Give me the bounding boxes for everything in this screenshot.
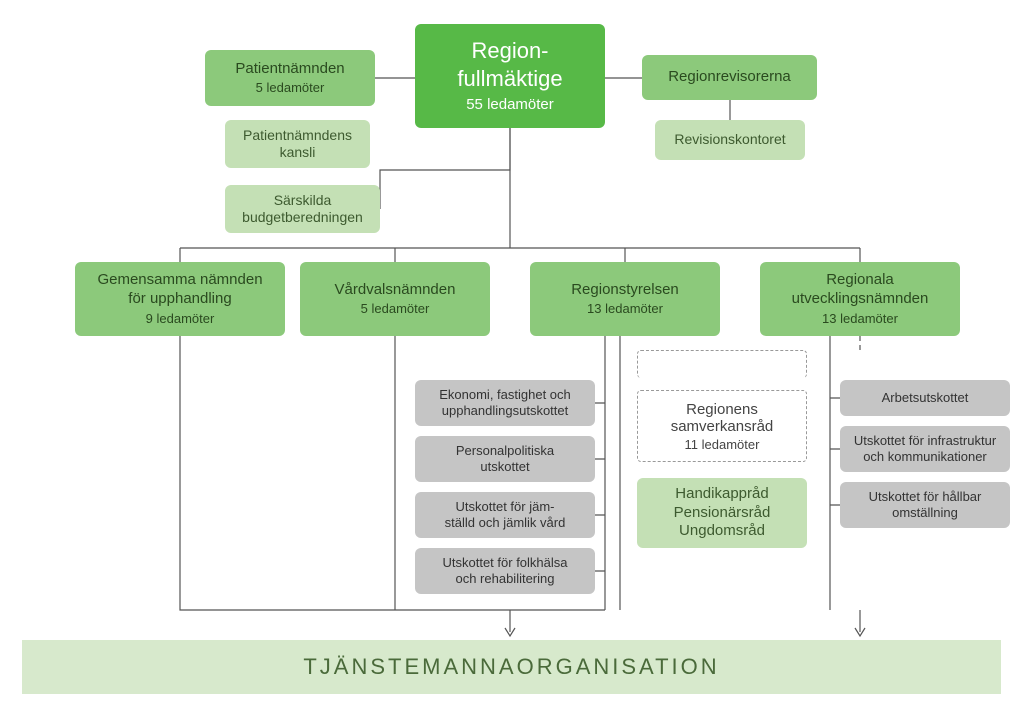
node-gemensamma: Gemensamma nämnden för upphandling 9 led… [75,262,285,336]
root-title-l1: Region- [471,38,548,63]
patientkansli-l1: Patientnämndens [243,127,352,143]
node-folkhalsa: Utskottet för folkhälsa och rehabiliteri… [415,548,595,594]
folkhalsa-l2: och rehabilitering [455,571,554,586]
sarskilda-l1: Särskilda [274,192,332,208]
dashed-stub [637,350,807,378]
node-handikapp: Handikappråd Pensionärsråd Ungdomsråd [637,478,807,548]
node-hallbar: Utskottet för hållbar omställning [840,482,1010,528]
patientkansli-l2: kansli [280,144,316,160]
node-personal: Personalpolitiska utskottet [415,436,595,482]
handikapp-l3: Ungdomsråd [679,522,765,539]
node-arbetsutskottet: Arbetsutskottet [840,380,1010,416]
handikapp-l1: Handikappråd [675,485,768,502]
jamstalld-l2: ställd och jämlik vård [445,515,566,530]
node-jamstalld: Utskottet för jäm- ställd och jämlik vår… [415,492,595,538]
node-infrastruktur: Utskottet för infrastruktur och kommunik… [840,426,1010,472]
node-regionfullmaktige: Region- fullmäktige 55 ledamöter [415,24,605,128]
regionala-l1: Regionala [826,271,894,288]
regionstyrelsen-title: Regionstyrelsen [571,281,679,300]
revisionskontoret-title: Revisionskontoret [674,131,785,149]
node-regionstyrelsen: Regionstyrelsen 13 ledamöter [530,262,720,336]
personal-l1: Personalpolitiska [456,443,554,458]
regionrevisorerna-title: Regionrevisorerna [668,68,791,87]
personal-l2: utskottet [480,459,529,474]
hallbar-l2: omställning [892,505,958,520]
node-samverkansrad: Regionens samverkansråd 11 ledamöter [637,390,807,462]
samverkansrad-l2: samverkansråd [671,418,774,435]
samverkansrad-l1: Regionens [686,401,758,418]
gemensamma-l1: Gemensamma nämnden [97,271,262,288]
node-revisionskontoret: Revisionskontoret [655,120,805,160]
hallbar-l1: Utskottet för hållbar [869,489,982,504]
regionala-sub: 13 ledamöter [822,311,898,327]
infrastruktur-l1: Utskottet för infrastruktur [854,433,996,448]
ekonomi-l1: Ekonomi, fastighet och [439,387,571,402]
patientnamnden-sub: 5 ledamöter [256,80,325,96]
regionstyrelsen-sub: 13 ledamöter [587,301,663,317]
patientnamnden-title: Patientnämnden [235,60,344,79]
node-ekonomi: Ekonomi, fastighet och upphandlingsutsko… [415,380,595,426]
footer-text: TJÄNSTEMANNAORGANISATION [303,654,719,680]
node-patientnamnden: Patientnämnden 5 ledamöter [205,50,375,106]
vardval-title: Vårdvalsnämnden [335,281,456,300]
node-sarskilda: Särskilda budgetberedningen [225,185,380,233]
jamstalld-l1: Utskottet för jäm- [456,499,555,514]
node-vardval: Vårdvalsnämnden 5 ledamöter [300,262,490,336]
handikapp-l2: Pensionärsråd [674,504,771,521]
arbetsutskottet-title: Arbetsutskottet [882,390,969,406]
root-title-l2: fullmäktige [457,66,562,91]
samverkansrad-sub: 11 ledamöter [685,437,760,452]
gemensamma-sub: 9 ledamöter [146,311,215,327]
root-sub: 55 ledamöter [466,96,554,115]
sarskilda-l2: budgetberedningen [242,209,363,225]
node-regionrevisorerna: Regionrevisorerna [642,55,817,100]
gemensamma-l2: för upphandling [128,290,231,307]
footer-bar: TJÄNSTEMANNAORGANISATION [22,640,1001,694]
ekonomi-l2: upphandlingsutskottet [442,403,568,418]
node-regionala: Regionala utvecklingsnämnden 13 ledamöte… [760,262,960,336]
vardval-sub: 5 ledamöter [361,301,430,317]
regionala-l2: utvecklingsnämnden [792,290,929,307]
node-patientkansli: Patientnämndens kansli [225,120,370,168]
folkhalsa-l1: Utskottet för folkhälsa [443,555,568,570]
infrastruktur-l2: och kommunikationer [863,449,987,464]
